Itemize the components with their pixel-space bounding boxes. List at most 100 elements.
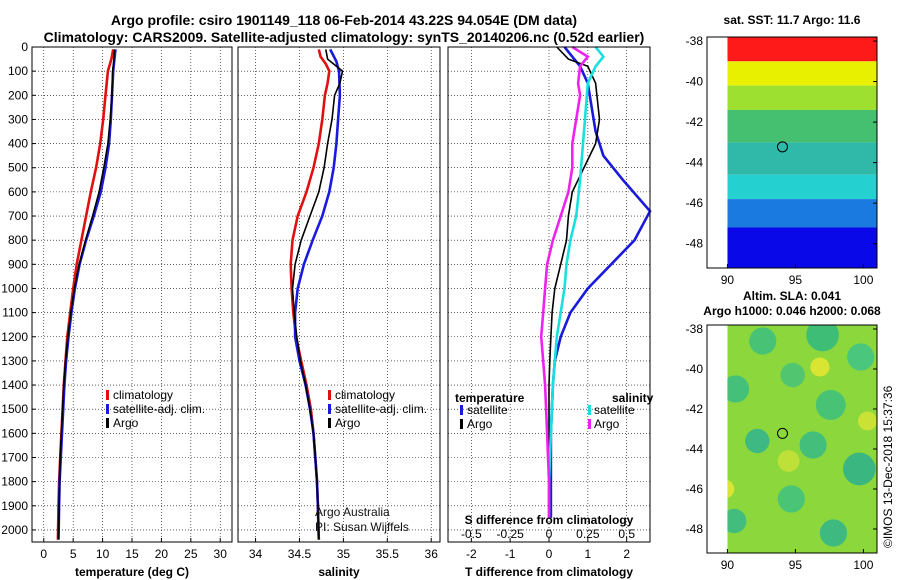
sst-band bbox=[727, 199, 877, 228]
x-axis-label: salinity bbox=[318, 565, 360, 579]
legend-label: satellite bbox=[467, 403, 508, 417]
figure-title-line1: Argo profile: csiro 1901149_118 06-Feb-2… bbox=[111, 12, 577, 28]
plot-frame bbox=[237, 46, 441, 543]
x-tick-label: 2 bbox=[623, 547, 630, 561]
legend-swatch bbox=[460, 405, 463, 415]
map-y-tick-label: -40 bbox=[686, 75, 704, 89]
sst-band bbox=[727, 37, 877, 62]
series-line-argo bbox=[291, 49, 344, 540]
sla-eddy bbox=[799, 431, 827, 459]
sla-eddy bbox=[745, 428, 770, 454]
sla-eddy bbox=[780, 362, 805, 388]
map-x-tick-label: 90 bbox=[721, 273, 735, 287]
top-axis-label: S difference from climatology bbox=[465, 513, 634, 527]
legend-swatch bbox=[328, 418, 331, 428]
map-field bbox=[727, 37, 877, 268]
y-tick-label: 1300 bbox=[1, 354, 28, 368]
sst-band bbox=[727, 142, 877, 175]
legend-swatch bbox=[328, 390, 331, 400]
legend-label: Argo bbox=[113, 416, 139, 430]
x-tick-label: 30 bbox=[214, 547, 228, 561]
sla-eddy bbox=[815, 390, 846, 420]
map-x-tick-label: 100 bbox=[853, 558, 873, 572]
legend-swatch bbox=[106, 404, 109, 414]
y-tick-label: 500 bbox=[8, 161, 28, 175]
legend-swatch bbox=[588, 405, 591, 415]
map-title-0: Altim. SLA: 0.041 bbox=[743, 289, 841, 303]
y-tick-label: 800 bbox=[8, 233, 28, 247]
legend-swatch bbox=[588, 419, 591, 429]
x-tick-label: 35.5 bbox=[376, 547, 400, 561]
map-y-tick-label: -42 bbox=[686, 115, 704, 129]
argo-position-marker bbox=[776, 141, 788, 153]
legend-swatch bbox=[460, 419, 463, 429]
sst-band bbox=[727, 174, 877, 200]
panel-2: -2 -1 0 1 2 T difference from climatology -0.5… bbox=[447, 45, 654, 579]
y-tick-label: 900 bbox=[8, 257, 28, 271]
map-panel-3: -38 -40 -42 -44 -46 -48 90 95 100 sat. SST: 11.7 … bbox=[686, 13, 878, 287]
y-tick-label: 600 bbox=[8, 185, 28, 199]
map-y-tick-label: -48 bbox=[686, 237, 704, 251]
x-tick-label: 10 bbox=[96, 547, 110, 561]
legend-swatch bbox=[328, 404, 331, 414]
legend-label: satellite bbox=[594, 403, 635, 417]
y-tick-label: 300 bbox=[8, 112, 28, 126]
map-y-tick-label: -38 bbox=[686, 34, 704, 48]
x-tick-label: 35 bbox=[337, 547, 351, 561]
y-tick-label: 1700 bbox=[1, 450, 28, 464]
map-y-tick-label: -46 bbox=[686, 196, 704, 210]
map-panel-4: -38 -40 -42 -44 -46 -48 90 95 100 Altim. SLA: 0.0… bbox=[686, 289, 881, 572]
sla-eddy bbox=[847, 343, 875, 371]
plot-background bbox=[238, 47, 440, 542]
top-tick-label: 0.25 bbox=[576, 527, 600, 541]
x-tick-label: -2 bbox=[466, 547, 477, 561]
y-tick-label: 1100 bbox=[2, 306, 28, 320]
plot-frame bbox=[31, 46, 233, 543]
sst-band bbox=[727, 109, 877, 143]
y-tick-label: 200 bbox=[8, 88, 28, 102]
imos-timestamp: ©IMOS 13-Dec-2018 15:37:36 bbox=[881, 385, 895, 548]
legend-heading-salinity: salinity bbox=[612, 391, 654, 405]
credit-line1: Argo Australia bbox=[315, 505, 390, 519]
series-line-argo bbox=[539, 45, 590, 518]
sla-eddy bbox=[810, 357, 830, 377]
legend-label: Argo bbox=[467, 417, 493, 431]
x-tick-label: 5 bbox=[70, 547, 77, 561]
map-x-tick-label: 95 bbox=[789, 558, 803, 572]
legend-label: climatology bbox=[335, 388, 395, 402]
map-field bbox=[727, 325, 877, 553]
x-tick-label: 0 bbox=[546, 547, 553, 561]
series-line-satellite bbox=[547, 46, 606, 518]
plot-background bbox=[32, 47, 232, 542]
sla-eddy bbox=[727, 375, 750, 403]
x-tick-label: 15 bbox=[125, 547, 139, 561]
x-axis-label: T difference from climatology bbox=[465, 565, 633, 579]
sla-eddy bbox=[857, 411, 877, 431]
panel-1: 34 34.5 35 35.5 36 salinity climatologysatelli… bbox=[237, 46, 441, 579]
y-tick-label: 1200 bbox=[1, 330, 28, 344]
map-x-tick-label: 95 bbox=[789, 273, 803, 287]
y-tick-label: 1800 bbox=[1, 475, 28, 489]
y-tick-label: 1400 bbox=[1, 378, 28, 392]
sla-eddy bbox=[749, 327, 777, 355]
y-tick-label: 2000 bbox=[1, 523, 28, 537]
top-tick-label: 0.5 bbox=[618, 527, 635, 541]
map-y-tick-label: -44 bbox=[686, 156, 704, 170]
y-tick-label: 100 bbox=[8, 64, 28, 78]
series-line-argo bbox=[57, 49, 116, 540]
top-tick-label: 0 bbox=[546, 527, 553, 541]
y-tick-label: 0 bbox=[21, 40, 28, 54]
legend-label: satellite-adj. clim. bbox=[113, 402, 205, 416]
map-frame bbox=[706, 324, 878, 554]
sla-eddy bbox=[727, 508, 747, 534]
map-y-tick-label: -42 bbox=[686, 402, 704, 416]
map-title-1: Argo h1000: 0.046 h2000: 0.068 bbox=[703, 304, 881, 318]
top-tick-label: -0.5 bbox=[461, 527, 482, 541]
plot-area: 0 5 10 15 20 25 300100200300400500600700800900… bbox=[1, 13, 881, 579]
map-x-tick-label: 100 bbox=[853, 273, 873, 287]
y-tick-label: 700 bbox=[8, 209, 28, 223]
x-tick-label: 20 bbox=[155, 547, 169, 561]
map-y-tick-label: -40 bbox=[686, 362, 704, 376]
map-title-0: sat. SST: 11.7 Argo: 11.6 bbox=[724, 13, 861, 27]
